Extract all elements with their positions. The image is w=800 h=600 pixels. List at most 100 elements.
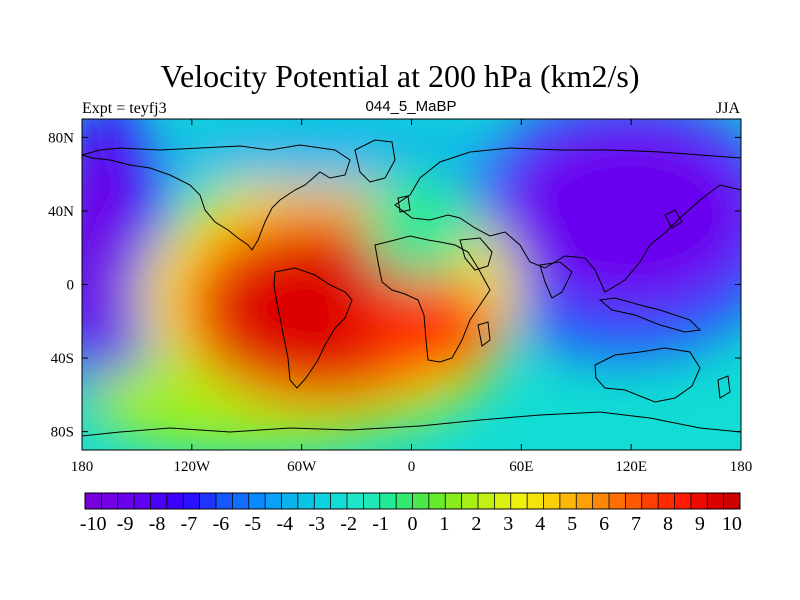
colorbar-swatch <box>314 493 331 509</box>
colorbar-label: 3 <box>503 513 513 535</box>
lat-tick-label: 40S <box>51 351 74 367</box>
colorbar-swatch <box>674 493 692 509</box>
lat-tick-label: 40N <box>48 204 74 220</box>
colorbar-swatch <box>166 493 184 509</box>
colorbar-swatch <box>117 493 135 509</box>
colorbar-swatch <box>609 493 626 509</box>
coastline-india <box>539 261 573 299</box>
colorbar-swatch <box>428 493 446 509</box>
coastline-indonesia <box>598 297 702 333</box>
colorbar-swatch <box>265 493 282 509</box>
colorbar-frame <box>84 492 741 510</box>
season-label: JJA <box>715 100 740 117</box>
colorbar-swatch <box>330 493 348 509</box>
colorbar-label: 6 <box>599 513 609 535</box>
lat-tick-label: 0 <box>67 278 75 294</box>
colorbar-swatch <box>396 493 413 509</box>
colorbar-swatch <box>510 493 528 509</box>
colorbar-swatch <box>281 493 299 509</box>
colorbar: -10 -9 -8 -7 -6 -5 -4 -3 -2 -1 0 1 2 3 4 5 6 7 8 9 10 <box>80 492 742 535</box>
colorbar-label: 8 <box>663 513 673 535</box>
colorbar-swatch <box>363 493 381 509</box>
colorbar-swatch <box>559 493 577 509</box>
colorbar-label: 7 <box>631 513 641 535</box>
coastline-new-zealand <box>717 375 731 399</box>
africa-extension <box>360 285 500 375</box>
colorbar-swatch <box>707 493 724 509</box>
longitude-ticks: 180 120W 60W 0 60E 120E 180 <box>71 119 753 475</box>
colorbar-label: -4 <box>276 513 293 535</box>
colorbar-swatch <box>379 493 397 509</box>
lon-tick-label: 180 <box>730 459 753 475</box>
colorbar-label: -1 <box>372 513 389 535</box>
coastline-madagascar <box>477 321 491 347</box>
colorbar-label: -8 <box>149 513 166 535</box>
colorbar-swatch <box>347 493 364 509</box>
colorbar-swatch <box>232 493 250 509</box>
colorbar-label: -3 <box>308 513 325 535</box>
lat-tick-label: 80N <box>48 130 74 146</box>
run-label: 044_5_MaBP <box>365 98 457 115</box>
coastline-australia <box>594 347 701 403</box>
colorbar-swatch <box>445 493 462 509</box>
colorbar-swatch <box>494 493 512 509</box>
colorbar-swatch <box>658 493 675 509</box>
coastline-japan <box>664 209 683 229</box>
colorbar-swatch <box>216 493 233 509</box>
colorbar-swatch <box>85 493 102 509</box>
coastline-greenland <box>354 139 396 183</box>
colorbar-swatch <box>641 493 659 509</box>
field-layer <box>82 119 741 450</box>
coastline-north-america <box>82 144 351 251</box>
colorbar-swatch <box>199 493 217 509</box>
chart-title: Velocity Potential at 200 hPa (km2/s) <box>160 58 640 94</box>
colorbar-swatch <box>690 493 708 509</box>
colorbar-swatch <box>101 493 119 509</box>
colorbar-label: 10 <box>722 513 742 535</box>
colorbar-label: -2 <box>340 513 357 535</box>
asia-minimum <box>495 119 741 315</box>
colorbar-swatch <box>543 493 561 509</box>
experiment-label: Expt = teyfj3 <box>82 100 167 117</box>
colorbar-swatch <box>412 493 430 509</box>
colorbar-swatch <box>183 493 200 509</box>
colorbar-label: 2 <box>471 513 481 535</box>
coastline-south-america <box>273 267 353 389</box>
colorbar-swatch <box>576 493 593 509</box>
europe-band <box>365 170 475 280</box>
lon-tick-label: 180 <box>71 459 94 475</box>
colorbar-label: 1 <box>439 513 449 535</box>
lon-tick-label: 0 <box>408 459 416 475</box>
colorbar-label: -9 <box>117 513 134 535</box>
coastlines <box>82 139 741 437</box>
coastline-antarctica <box>82 411 741 437</box>
arctic-band <box>160 119 500 185</box>
colorbar-swatch <box>461 493 479 509</box>
coastline-uk <box>397 195 411 213</box>
lon-tick-label: 120W <box>173 459 211 475</box>
colorbar-label: 0 <box>408 513 418 535</box>
colorbar-swatch <box>150 493 168 509</box>
lat-tick-label: 80S <box>51 425 74 441</box>
colorbar-swatch <box>478 493 495 509</box>
colorbar-label: -7 <box>181 513 198 535</box>
coastline-arabia <box>459 237 493 271</box>
coastline-africa-eurasia <box>374 235 491 363</box>
colorbar-label: -10 <box>80 513 107 535</box>
colorbar-swatch <box>592 493 610 509</box>
colorbar-swatch <box>297 493 315 509</box>
latitude-ticks: 80N 40N 0 40S 80S <box>48 130 741 441</box>
lon-tick-label: 60W <box>287 459 317 475</box>
coastline-europe-asia <box>394 147 741 293</box>
colorbar-label: 5 <box>567 513 577 535</box>
lon-tick-label: 120E <box>615 459 647 475</box>
colorbar-swatch <box>134 493 151 509</box>
dateline-minimum <box>82 130 134 370</box>
colorbar-label: 9 <box>695 513 705 535</box>
colorbar-swatch <box>723 493 741 509</box>
colorbar-label: -5 <box>245 513 262 535</box>
colorbar-swatch <box>625 493 643 509</box>
colorbar-swatch <box>248 493 266 509</box>
colorbar-label: -6 <box>213 513 230 535</box>
